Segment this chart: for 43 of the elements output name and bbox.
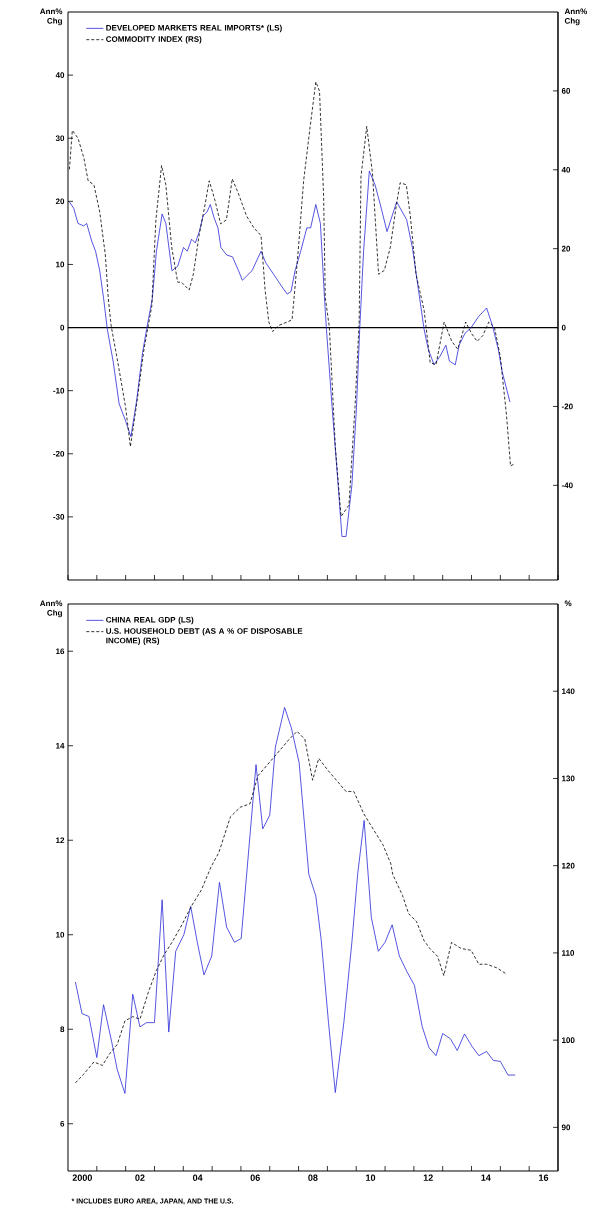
x-tick-label: 02 — [135, 1174, 145, 1181]
x-tick-label: 12 — [423, 1174, 433, 1181]
y-tick-label: 0 — [60, 324, 65, 331]
x-tick-label: 10 — [366, 1174, 376, 1181]
y-axis-title: Ann% Chg — [40, 600, 63, 618]
y2-tick-label: -40 — [561, 482, 573, 489]
x-tick-label: 04 — [192, 1174, 203, 1181]
y-tick-label: -20 — [53, 450, 65, 457]
y2-tick-label: 110 — [562, 950, 575, 956]
legend-label: DEVELOPED MARKETS REAL IMPORTS* (LS) — [106, 24, 282, 33]
y2-tick-label: 130 — [562, 775, 575, 782]
y2-tick-label: 40 — [561, 166, 571, 173]
y2-tick-label: 0 — [561, 324, 566, 331]
y2-axis-title: Ann% Chg — [564, 8, 587, 26]
y2-axis-title: % — [564, 600, 572, 607]
y2-tick-label: 120 — [562, 862, 575, 869]
y-axis-title: Ann% Chg — [40, 8, 63, 26]
x-tick-label: 08 — [308, 1174, 318, 1181]
y-tick-label: 20 — [55, 198, 65, 205]
y-tick-label: 10 — [56, 261, 65, 268]
y-tick-label: 30 — [55, 135, 65, 142]
y-tick-label: -10 — [53, 387, 65, 394]
y-tick-label: 10 — [56, 931, 65, 938]
x-tick-label: 2000 — [72, 1174, 92, 1181]
y2-tick-label: 100 — [562, 1037, 575, 1043]
x-tick-label: 16 — [539, 1174, 549, 1181]
x-tick-label: 06 — [250, 1174, 260, 1181]
legend-label: COMMODITY INDEX (RS) — [106, 36, 202, 44]
y-tick-label: 6 — [60, 1120, 65, 1127]
y-tick-label: 16 — [56, 648, 65, 655]
x-tick-label: 14 — [481, 1174, 491, 1181]
y2-tick-label: 140 — [562, 688, 575, 695]
y2-tick-label: 20 — [561, 245, 571, 252]
y-tick-label: 40 — [55, 72, 65, 78]
y2-tick-label: -20 — [561, 403, 573, 410]
y-tick-label: 12 — [56, 837, 65, 844]
y-tick-label: -30 — [53, 514, 65, 520]
legend-label: U.S. HOUSEHOLD DEBT (AS A % OF DISPOSABLE INCOME) (RS) — [106, 627, 303, 645]
legend-label: CHINA REAL GDP (LS) — [106, 616, 194, 625]
y2-tick-label: 90 — [561, 1124, 571, 1131]
y-tick-label: 14 — [56, 742, 65, 749]
y-tick-label: 8 — [60, 1026, 65, 1033]
y2-tick-label: 60 — [561, 88, 571, 94]
